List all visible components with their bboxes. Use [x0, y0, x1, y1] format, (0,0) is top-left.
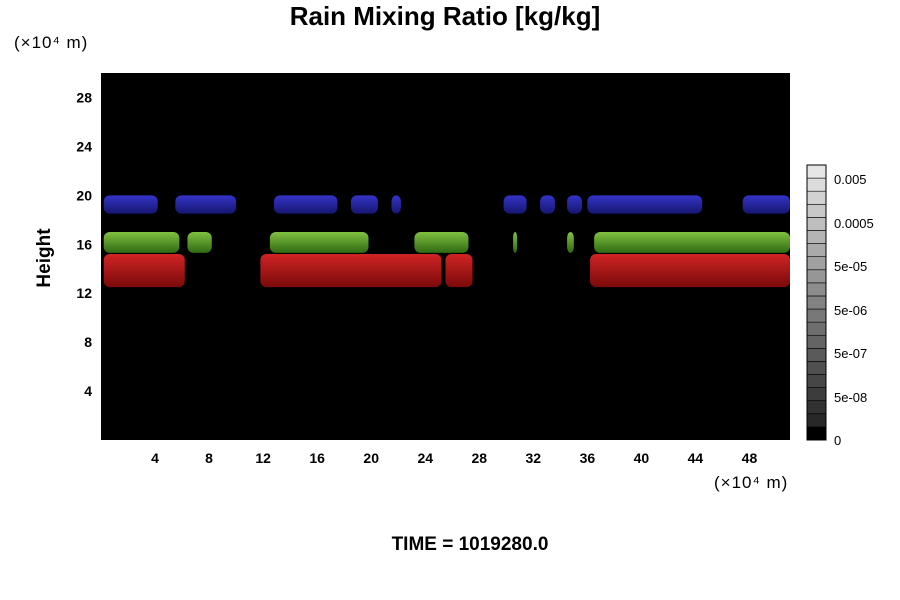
y-axis-ticks: 4 8 12 16 20 24 28 — [76, 89, 92, 399]
layer-2-segment-3 — [590, 254, 790, 288]
colorbar-frame — [806, 164, 827, 441]
colorbar-cell — [806, 177, 827, 192]
layer-0-segment-5 — [503, 195, 527, 214]
x-tick-label: 20 — [363, 450, 379, 466]
y-tick-label: 8 — [84, 334, 92, 350]
colorbar-cell — [806, 256, 827, 271]
y-tick-label: 16 — [76, 236, 92, 252]
x-tick-label: 32 — [526, 450, 542, 466]
layer-1-segment-0 — [103, 232, 180, 253]
colorbar-tick-label: 5e-05 — [834, 259, 867, 274]
x-tick-label: 16 — [309, 450, 325, 466]
colorbar-cell — [806, 308, 827, 323]
x-tick-label: 28 — [471, 450, 487, 466]
layer-2-segment-1 — [260, 254, 442, 288]
layer-0-segment-9 — [742, 195, 790, 214]
colorbar-cell — [806, 400, 827, 415]
colorbar-tick-label: 5e-07 — [834, 346, 867, 361]
y-tick-label: 12 — [76, 285, 92, 301]
colorbar-tick-label: 5e-08 — [834, 390, 867, 405]
colorbar-cell — [806, 426, 827, 441]
y-tick-label: 20 — [76, 187, 92, 203]
colorbar-cell — [806, 190, 827, 205]
layer-1-segment-6 — [594, 232, 790, 253]
colorbar-cell — [806, 361, 827, 375]
x-tick-label: 24 — [417, 450, 433, 466]
x-axis-ticks: 4 8 12 16 20 24 28 32 36 40 44 48 — [151, 450, 757, 466]
colorbar: 0.005 0.0005 5e-05 5e-06 5e-07 5e-08 0 — [806, 164, 874, 448]
y-tick-label: 24 — [76, 138, 92, 154]
y-tick-label: 28 — [76, 89, 92, 105]
x-tick-label: 40 — [634, 450, 650, 466]
layer-0-segment-1 — [175, 195, 237, 214]
colorbar-tick-label: 5e-06 — [834, 303, 867, 318]
layer-0-segment-6 — [540, 195, 555, 214]
layer-0-segment-7 — [567, 195, 582, 214]
x-tick-label: 8 — [205, 450, 213, 466]
layer-1-segment-4 — [513, 232, 518, 253]
colorbar-cell — [806, 348, 827, 362]
x-tick-label: 4 — [151, 450, 159, 466]
layer-1-segment-3 — [414, 232, 469, 253]
rain-layers — [103, 195, 790, 288]
layer-1-segment-2 — [269, 232, 369, 253]
x-tick-label: 12 — [255, 450, 271, 466]
colorbar-cell — [806, 295, 827, 310]
colorbar-cell — [806, 230, 827, 244]
y-axis-label: Height — [34, 228, 55, 288]
x-tick-label: 44 — [688, 450, 704, 466]
layer-2-segment-2 — [445, 254, 473, 288]
colorbar-cell — [806, 387, 827, 402]
y-tick-label: 4 — [84, 383, 92, 399]
colorbar-cell — [806, 203, 827, 218]
layer-1-segment-1 — [187, 232, 212, 253]
layer-2-segment-0 — [103, 254, 185, 288]
colorbar-tick-label: 0.0005 — [834, 216, 874, 231]
layer-1-segment-5 — [567, 232, 574, 253]
colorbar-cell — [806, 217, 827, 231]
colorbar-cell — [806, 374, 827, 388]
colorbar-cell — [806, 321, 827, 336]
colorbar-tick-label: 0 — [834, 433, 841, 448]
colorbar-cell — [806, 413, 827, 428]
layer-0-segment-0 — [103, 195, 158, 214]
colorbar-cell — [806, 282, 827, 297]
colorbar-tick-label: 0.005 — [834, 172, 867, 187]
x-axis-units: (×10⁴ m) — [714, 473, 788, 492]
layer-0-segment-8 — [587, 195, 703, 214]
colorbar-cell — [806, 164, 827, 179]
colorbar-cell — [806, 269, 827, 284]
layer-0-segment-4 — [391, 195, 401, 214]
colorbar-cell — [806, 243, 827, 257]
layer-0-segment-3 — [350, 195, 378, 214]
colorbar-cell — [806, 334, 827, 349]
x-tick-label: 36 — [580, 450, 596, 466]
y-axis-units: (×10⁴ m) — [14, 33, 88, 52]
time-label: TIME = 1019280.0 — [392, 534, 549, 555]
chart-title: Rain Mixing Ratio [kg/kg] — [290, 1, 601, 31]
x-tick-label: 48 — [742, 450, 758, 466]
layer-0-segment-2 — [273, 195, 338, 214]
